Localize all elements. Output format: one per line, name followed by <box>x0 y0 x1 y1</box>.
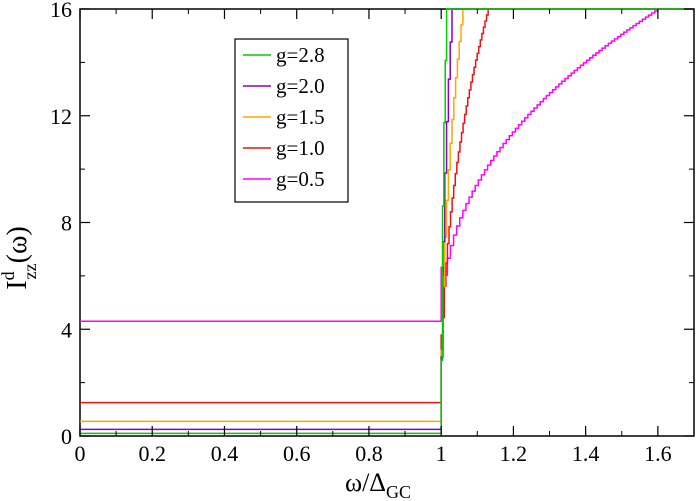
legend-label: g=1.0 <box>276 136 325 160</box>
series-line-g-1-5 <box>80 8 694 423</box>
x-axis-title-main: ω/Δ <box>345 468 386 497</box>
legend-label: g=0.5 <box>276 167 325 191</box>
series-line-g-0-5 <box>80 8 694 322</box>
x-axis-title-sub: GC <box>386 482 411 501</box>
y-axis-title-sup: d <box>0 271 18 280</box>
plot-area <box>79 8 695 437</box>
x-axis-title: ω/ΔGC <box>345 468 411 501</box>
y-tick-label: 12 <box>50 104 72 129</box>
x-tick-label: 1.4 <box>572 441 600 466</box>
x-tick-label: 0.2 <box>138 441 166 466</box>
axes-layer: 0 0.2 0.4 0.6 0.8 1 1.2 1.4 1.6 0 4 8 12 16 <box>50 0 695 466</box>
x-tick-label: 0.6 <box>283 441 311 466</box>
y-axis-title-main: I <box>2 280 33 289</box>
y-axis-title-sub: zz <box>20 263 40 279</box>
legend-box <box>234 38 349 203</box>
legend: g=2.8 g=2.0 g=1.5 g=1.0 g=0.5 <box>234 38 349 203</box>
legend-label: g=2.0 <box>276 74 325 98</box>
y-axis-title-tail: (ω) <box>2 226 33 263</box>
x-tick-label: 1.6 <box>644 441 672 466</box>
series-line-g-2-0 <box>80 8 694 431</box>
axis-titles: ω/ΔGC Id zz(ω) <box>0 226 411 501</box>
y-tick-label: 4 <box>61 317 72 342</box>
y-tick-label: 8 <box>61 211 72 236</box>
series-line-g-2-8 <box>80 8 694 435</box>
x-tick-label: 1 <box>436 441 447 466</box>
legend-label: g=1.5 <box>276 105 325 129</box>
x-tick-label: 0.4 <box>211 441 239 466</box>
series-line-g-1-0 <box>80 8 694 404</box>
y-tick-label: 0 <box>61 424 72 449</box>
legend-label: g=2.8 <box>276 43 325 67</box>
series-layer <box>80 8 694 435</box>
x-tick-label: 0 <box>75 441 86 466</box>
x-tick-label: 1.2 <box>500 441 528 466</box>
y-axis-title: Id zz(ω) <box>0 226 40 289</box>
x-tick-label: 0.8 <box>355 441 383 466</box>
y-tick-label: 16 <box>50 0 72 22</box>
